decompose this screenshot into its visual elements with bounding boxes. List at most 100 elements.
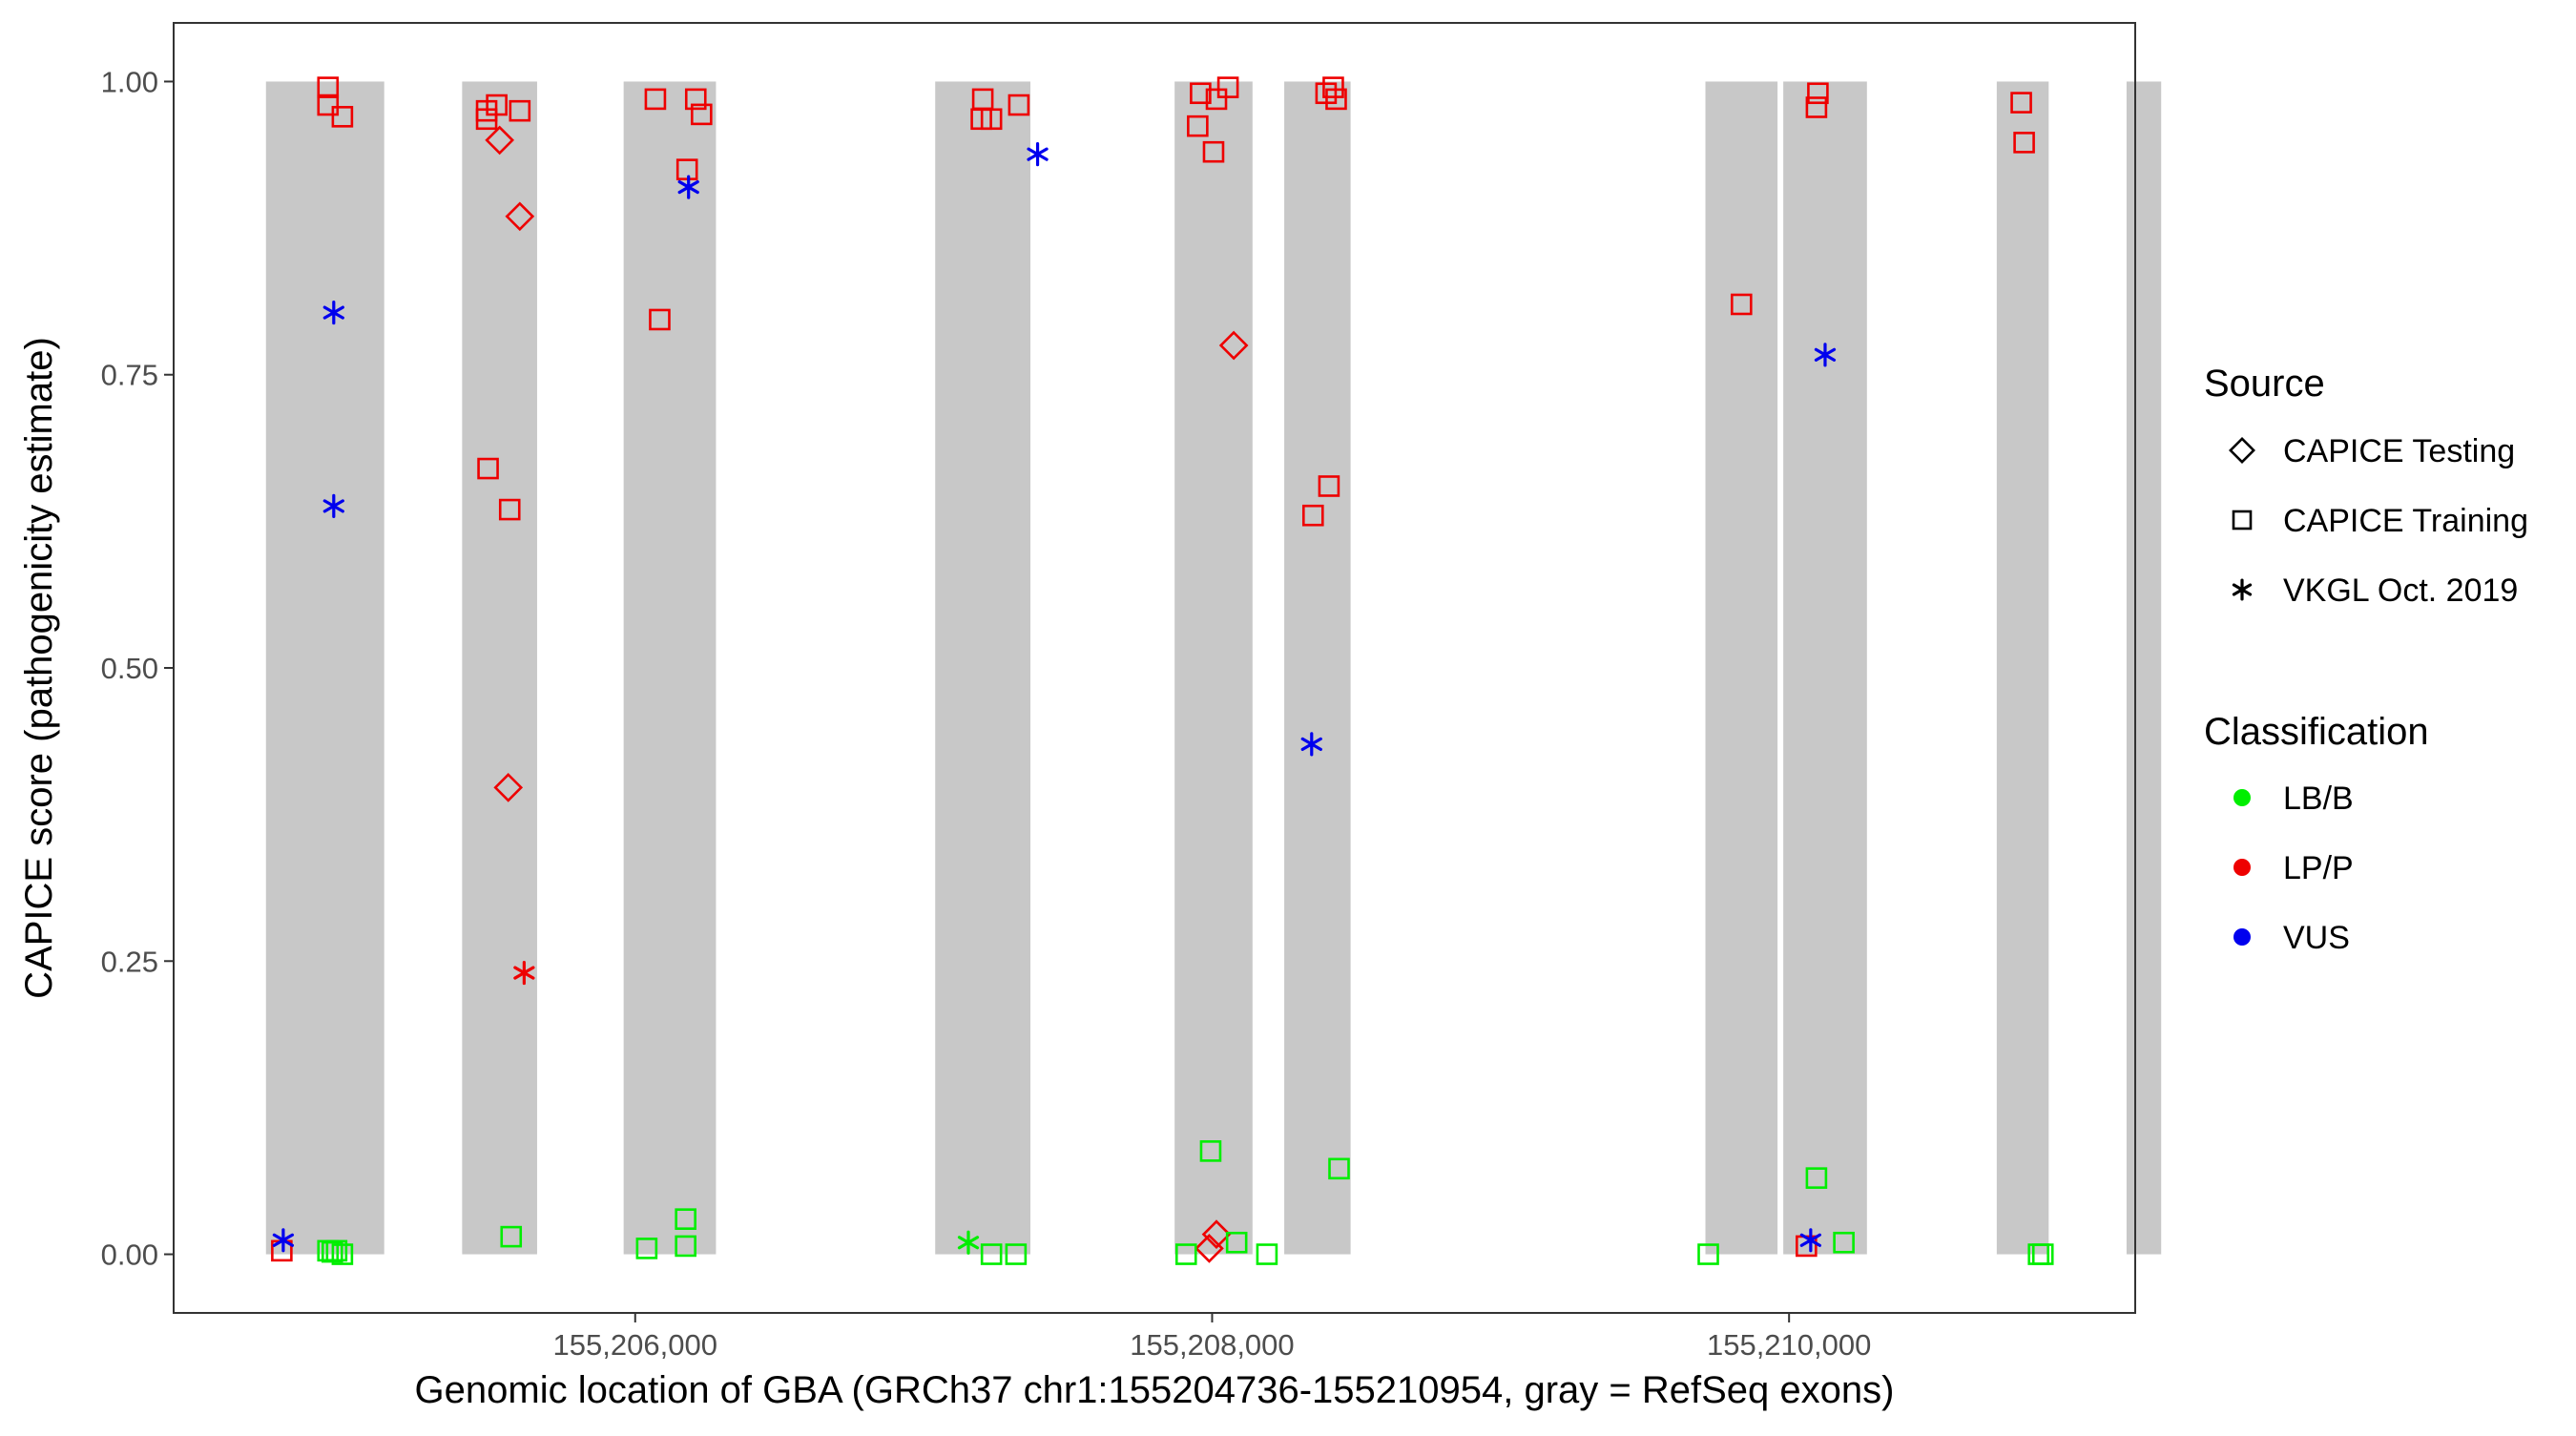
point-capice-training-lb-b-17 xyxy=(1805,1167,1828,1189)
y-tick-label-3: 0.50 xyxy=(101,652,158,685)
exon-band-7 xyxy=(1705,81,1778,1255)
legend-classification-key-3 xyxy=(2233,928,2251,946)
y-tick-label-5: 1.00 xyxy=(101,65,158,98)
point-capice-training-lb-b-9 xyxy=(980,1243,1003,1265)
point-capice-training-lb-b-14 xyxy=(1256,1243,1278,1265)
legend-source-key-2 xyxy=(2232,510,2253,531)
point-capice-training-lp-p-19 xyxy=(1008,94,1030,116)
x-tick-label-2: 155,208,000 xyxy=(1130,1328,1294,1362)
legend-classification-label-3: VUS xyxy=(2283,920,2350,956)
point-capice-training-lp-p-21 xyxy=(1187,114,1209,137)
point-capice-training-lb-b-18 xyxy=(1833,1231,1855,1254)
exon-band-3 xyxy=(623,81,717,1255)
point-capice-training-lp-p-13 xyxy=(691,103,713,126)
legend-source-items: CAPICE Testing CAPICE Training VKGL Oct. 2… xyxy=(2229,433,2528,609)
point-vkgl-oct-2019-vus-7 xyxy=(1814,343,1837,367)
y-tick-label-4: 0.75 xyxy=(101,359,158,392)
point-capice-training-lb-b-13 xyxy=(1225,1231,1248,1254)
exon-band-1 xyxy=(265,81,384,1255)
legend-classification-key-2 xyxy=(2233,859,2251,876)
point-capice-training-lp-p-10 xyxy=(498,498,521,521)
legend: Source CAPICE Testing CAPICE Training VKGL… xyxy=(2204,363,2528,956)
point-capice-training-lb-b-8 xyxy=(675,1208,696,1230)
x-axis: 155,206,000 155,208,000 155,210,000 xyxy=(553,1313,1871,1362)
point-capice-training-lb-b-16 xyxy=(1697,1243,1719,1265)
point-capice-training-lp-p-8 xyxy=(509,99,531,122)
point-vkgl-oct-2019-lp-p-1 xyxy=(513,960,535,986)
point-capice-training-lb-b-7 xyxy=(675,1235,696,1258)
point-vkgl-oct-2019-vus-8 xyxy=(1799,1228,1821,1253)
point-capice-training-lb-b-11 xyxy=(1174,1243,1197,1265)
legend-source-key-1 xyxy=(2229,437,2255,464)
point-vkgl-oct-2019-vus-2 xyxy=(322,493,344,518)
point-capice-training-lp-p-31 xyxy=(1807,82,1829,105)
point-capice-training-lp-p-34 xyxy=(2010,92,2032,114)
point-vkgl-oct-2019-vus-5 xyxy=(1027,142,1049,167)
exon-layer xyxy=(265,81,2162,1255)
exon-band-10 xyxy=(2126,81,2162,1255)
exon-band-4 xyxy=(935,81,1030,1255)
exon-band-2 xyxy=(462,81,537,1255)
point-vkgl-oct-2019-vus-6 xyxy=(1300,732,1322,757)
point-capice-training-lb-b-5 xyxy=(500,1225,523,1248)
exon-band-6 xyxy=(1284,81,1351,1255)
legend-classification-key-1 xyxy=(2233,789,2251,806)
point-capice-training-lp-p-22 xyxy=(1205,88,1228,111)
legend-source-label-2: CAPICE Training xyxy=(2283,503,2528,539)
legend-classification-items: LB/B LP/P VUS xyxy=(2233,780,2354,956)
point-capice-training-lp-p-23 xyxy=(1216,76,1239,98)
legend-source-title: Source xyxy=(2204,363,2325,405)
exon-band-9 xyxy=(1996,81,2049,1255)
point-capice-testing-lp-p-1 xyxy=(485,125,514,156)
point-capice-training-lp-p-2 xyxy=(317,94,340,116)
point-capice-testing-lp-p-6 xyxy=(1195,1234,1224,1263)
point-vkgl-oct-2019-vus-3 xyxy=(272,1228,295,1253)
point-capice-training-lp-p-11 xyxy=(644,88,667,111)
point-capice-training-lb-b-12 xyxy=(1199,1140,1222,1162)
legend-classification-title: Classification xyxy=(2204,711,2429,753)
point-capice-training-lp-p-7 xyxy=(486,94,508,116)
point-capice-testing-lp-p-5 xyxy=(1201,1219,1232,1249)
legend-source-key-3 xyxy=(2232,578,2253,601)
point-capice-training-lb-b-10 xyxy=(1005,1243,1028,1265)
y-tick-label-2: 0.25 xyxy=(101,945,158,978)
x-tick-label-1: 155,206,000 xyxy=(553,1328,717,1362)
legend-classification-label-2: LP/P xyxy=(2283,850,2354,886)
y-axis: 0.00 0.25 0.50 0.75 1.00 xyxy=(101,65,174,1272)
point-capice-training-lp-p-14 xyxy=(649,308,671,331)
point-vkgl-oct-2019-vus-4 xyxy=(677,175,699,199)
point-vkgl-oct-2019-vus-1 xyxy=(322,300,344,325)
point-capice-training-lp-p-12 xyxy=(684,88,707,111)
point-capice-training-lb-b-6 xyxy=(635,1238,658,1259)
exon-band-8 xyxy=(1783,81,1867,1255)
legend-classification-label-1: LB/B xyxy=(2283,780,2354,817)
legend-source-label-3: VKGL Oct. 2019 xyxy=(2283,572,2518,609)
point-capice-training-lb-b-20 xyxy=(2031,1243,2054,1265)
point-capice-training-lp-p-29 xyxy=(1318,475,1340,497)
point-capice-training-lp-p-18 xyxy=(980,108,1003,131)
point-capice-training-lp-p-24 xyxy=(1202,140,1225,163)
point-capice-training-lb-b-4 xyxy=(321,1240,343,1263)
point-capice-training-lp-p-1 xyxy=(317,76,340,98)
point-vkgl-oct-2019-lb-b-1 xyxy=(957,1230,980,1255)
point-capice-testing-lp-p-2 xyxy=(505,201,535,232)
x-axis-title: Genomic location of GBA (GRCh37 chr1:155… xyxy=(415,1369,1895,1411)
point-capice-training-lp-p-9 xyxy=(477,457,499,480)
point-capice-training-lp-p-30 xyxy=(1730,293,1753,316)
point-capice-training-lp-p-32 xyxy=(1805,96,1828,118)
point-capice-testing-lp-p-3 xyxy=(493,773,524,802)
point-capice-training-lp-p-3 xyxy=(331,106,354,128)
legend-source-label-1: CAPICE Testing xyxy=(2283,433,2515,469)
point-capice-training-lp-p-28 xyxy=(1301,504,1324,527)
point-capice-training-lb-b-15 xyxy=(1328,1157,1350,1180)
exon-band-5 xyxy=(1174,81,1253,1255)
point-capice-training-lp-p-27 xyxy=(1325,88,1347,111)
point-capice-training-lp-p-20 xyxy=(1190,82,1212,105)
y-axis-title: CAPICE score (pathogenicity estimate) xyxy=(18,337,60,999)
point-capice-testing-lp-p-4 xyxy=(1218,330,1249,361)
point-capice-training-lp-p-35 xyxy=(2013,132,2035,154)
x-tick-label-3: 155,210,000 xyxy=(1707,1328,1871,1362)
point-capice-training-lp-p-26 xyxy=(1322,76,1344,98)
